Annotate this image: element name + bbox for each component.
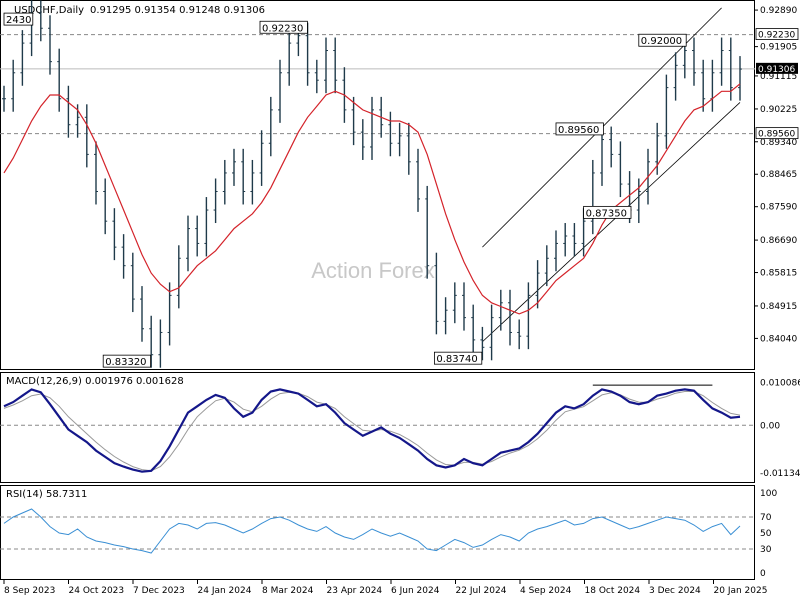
macd-line bbox=[3, 388, 741, 473]
price-tick-label: 0.85815 bbox=[760, 269, 797, 279]
x-tick-label: 24 Jan 2024 bbox=[198, 586, 252, 596]
current-price-box bbox=[756, 62, 798, 74]
axis-level-label: 0.92230 bbox=[758, 31, 795, 41]
x-tick-label: 4 Sep 2024 bbox=[520, 586, 572, 596]
annotation-label-5: 0.87350 bbox=[586, 208, 627, 219]
macd-tick-label: 0.010086 bbox=[760, 379, 800, 389]
chart-symbol: USDCHF,Daily bbox=[14, 5, 84, 16]
x-tick-label: 8 Mar 2024 bbox=[262, 586, 314, 596]
macd-tick-label: -0.011342 bbox=[760, 469, 800, 479]
price-tick-label: 0.87590 bbox=[760, 203, 797, 213]
annotation-label-3: 0.83740 bbox=[436, 354, 477, 365]
rsi-tick-label: 30 bbox=[760, 545, 772, 555]
x-tick-label: 22 Jul 2024 bbox=[456, 586, 507, 596]
rsi-tick-label: 0 bbox=[760, 569, 766, 579]
annotation-box-0 bbox=[3, 12, 34, 26]
annotation-box-1 bbox=[259, 20, 308, 34]
x-tick-label: 8 Sep 2023 bbox=[4, 586, 55, 596]
channel-lower bbox=[482, 102, 741, 343]
annotation-box-6 bbox=[638, 33, 687, 47]
annotation-box-5 bbox=[583, 205, 632, 219]
x-tick-label: 20 Jan 2025 bbox=[714, 586, 768, 596]
price-panel-frame bbox=[0, 0, 755, 370]
moving-average-line bbox=[3, 83, 741, 315]
price-tick-label: 0.86690 bbox=[760, 236, 797, 246]
price-tick-label: 0.92890 bbox=[760, 6, 797, 16]
axis-level-box bbox=[755, 28, 799, 40]
macd-layer bbox=[0, 384, 755, 473]
x-tick-label: 3 Dec 2024 bbox=[649, 586, 701, 596]
price-tick-label: 0.88465 bbox=[760, 170, 797, 180]
axis-level-label: 0.89560 bbox=[758, 130, 795, 140]
current-price-label: 0.91306 bbox=[758, 65, 795, 75]
annotation-label-4: 0.89560 bbox=[558, 125, 599, 136]
price-tick-label: 0.84915 bbox=[760, 302, 797, 312]
price-layer: 2430 0.92230 0.83320 0.83740 0.89560 0.87350 0… bbox=[0, 0, 755, 368]
price-tick-label: 0.91905 bbox=[760, 43, 797, 53]
rsi-tick-label: 50 bbox=[760, 529, 772, 539]
rsi-layer bbox=[0, 508, 755, 554]
rsi-tick-label: 70 bbox=[760, 513, 772, 523]
rsi-panel-frame bbox=[0, 485, 755, 580]
annotation-label-0: 2430 bbox=[6, 15, 31, 26]
macd-tick-label: 0.00 bbox=[760, 421, 780, 431]
annotation-box-3 bbox=[433, 351, 483, 365]
axis-layer: 0.92890 0.91905 0.91115 0.90225 0.89340 0.884… bbox=[3, 6, 800, 596]
annotation-label-2: 0.83320 bbox=[105, 357, 146, 368]
x-tick-label: 7 Dec 2023 bbox=[133, 586, 185, 596]
price-tick-label: 0.89340 bbox=[760, 138, 797, 148]
ohlc-header: 0.91295 0.91354 0.91248 0.91306 bbox=[90, 5, 265, 16]
price-tick-label: 0.91115 bbox=[760, 72, 797, 82]
x-tick-label: 24 Oct 2023 bbox=[69, 586, 125, 596]
x-tick-label: 23 Apr 2024 bbox=[327, 586, 383, 596]
x-tick-label: 18 Oct 2024 bbox=[585, 586, 641, 596]
macd-label: MACD(12,26,9) 0.001976 0.001628 bbox=[6, 376, 184, 387]
annotation-box-4 bbox=[555, 122, 604, 136]
watermark: Action Forex bbox=[311, 258, 435, 283]
macd-panel-frame bbox=[0, 372, 755, 483]
rsi-tick-label: 100 bbox=[760, 489, 777, 499]
rsi-line bbox=[3, 508, 741, 554]
axis-level-box bbox=[755, 127, 799, 140]
annotation-label-6: 0.92000 bbox=[641, 36, 682, 47]
x-tick-label: 6 Jun 2024 bbox=[391, 586, 440, 596]
price-tick-label: 0.84040 bbox=[760, 334, 797, 344]
annotation-box-2 bbox=[102, 354, 151, 368]
rsi-label: RSI(14) 58.7311 bbox=[6, 489, 87, 500]
annotation-label-1: 0.92230 bbox=[262, 23, 303, 34]
price-tick-label: 0.90225 bbox=[760, 105, 797, 115]
